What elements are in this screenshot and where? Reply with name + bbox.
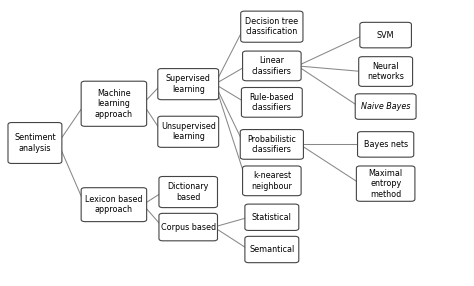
Text: Neural
networks: Neural networks (367, 62, 404, 81)
FancyBboxPatch shape (243, 166, 301, 196)
Text: Bayes nets: Bayes nets (364, 140, 408, 149)
Text: Naive Bayes: Naive Bayes (361, 102, 410, 111)
Text: Corpus based: Corpus based (161, 223, 216, 232)
FancyBboxPatch shape (81, 81, 146, 126)
FancyBboxPatch shape (158, 116, 219, 147)
FancyBboxPatch shape (158, 69, 219, 100)
FancyBboxPatch shape (245, 204, 299, 231)
FancyBboxPatch shape (159, 213, 218, 241)
Text: Rule-based
classifiers: Rule-based classifiers (249, 93, 294, 112)
FancyBboxPatch shape (356, 166, 415, 201)
Text: Statistical: Statistical (252, 213, 292, 222)
Text: k-nearest
neighbour: k-nearest neighbour (251, 171, 292, 190)
FancyBboxPatch shape (360, 22, 411, 48)
Text: Machine
learning
approach: Machine learning approach (95, 89, 133, 119)
Text: Lexicon based
approach: Lexicon based approach (85, 195, 143, 214)
Text: Maximal
entropy
method: Maximal entropy method (369, 169, 403, 198)
Text: Sentiment
analysis: Sentiment analysis (14, 133, 56, 153)
FancyBboxPatch shape (243, 51, 301, 81)
FancyBboxPatch shape (245, 236, 299, 263)
FancyBboxPatch shape (355, 94, 416, 119)
FancyBboxPatch shape (8, 122, 62, 164)
FancyBboxPatch shape (240, 130, 303, 159)
Text: Decision tree
classification: Decision tree classification (245, 17, 299, 36)
Text: Unsupervised
learning: Unsupervised learning (161, 122, 216, 142)
FancyBboxPatch shape (241, 11, 303, 42)
Text: Linear
classifiers: Linear classifiers (252, 56, 292, 76)
Text: Semantical: Semantical (249, 245, 294, 254)
FancyBboxPatch shape (159, 176, 218, 208)
Text: Supervised
learning: Supervised learning (166, 74, 210, 94)
Text: SVM: SVM (377, 31, 394, 39)
FancyBboxPatch shape (81, 188, 146, 222)
Text: Probabilistic
classifiers: Probabilistic classifiers (247, 135, 296, 154)
Text: Dictionary
based: Dictionary based (167, 182, 209, 202)
FancyBboxPatch shape (241, 88, 302, 117)
FancyBboxPatch shape (357, 132, 414, 157)
FancyBboxPatch shape (359, 57, 412, 86)
